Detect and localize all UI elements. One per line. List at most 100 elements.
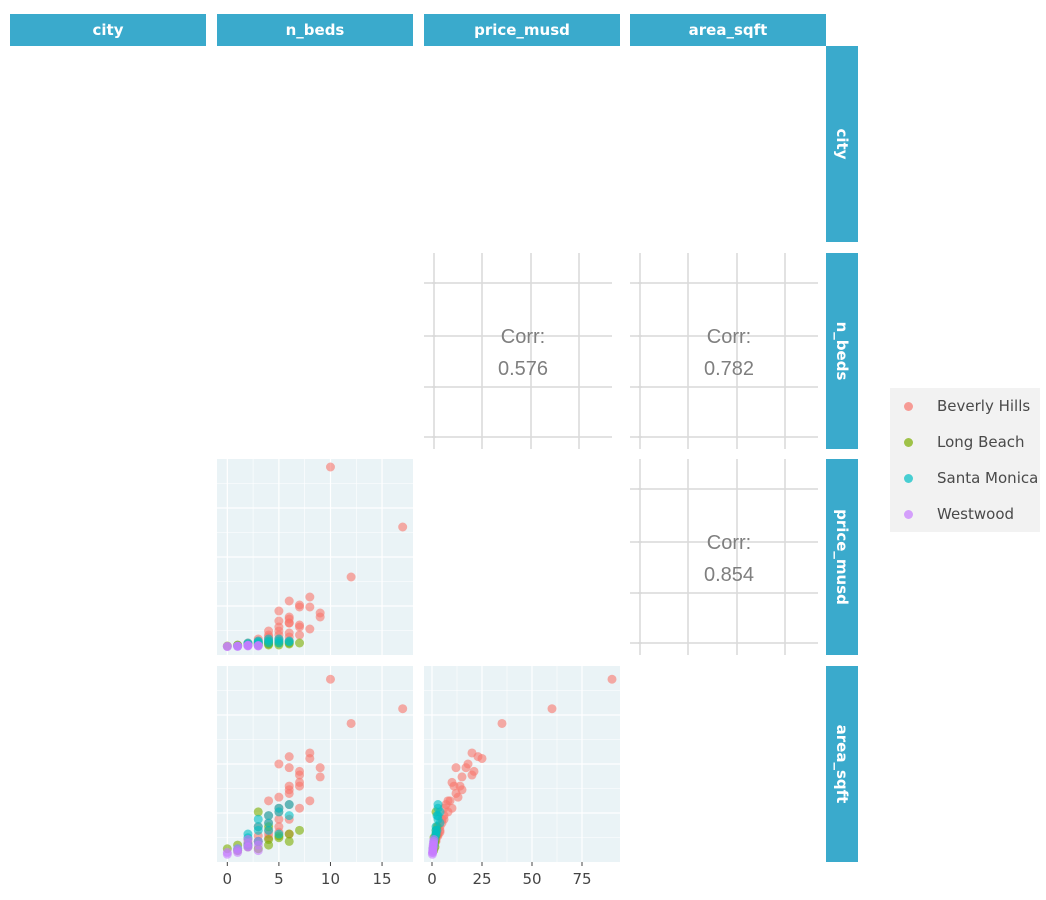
data-point bbox=[429, 836, 439, 846]
data-point bbox=[295, 630, 305, 640]
data-point bbox=[467, 770, 477, 780]
data-point bbox=[284, 763, 294, 773]
data-point bbox=[253, 846, 263, 856]
data-point bbox=[427, 849, 437, 859]
data-point bbox=[295, 770, 305, 780]
data-point bbox=[473, 752, 483, 762]
data-point bbox=[295, 825, 305, 835]
column-strip-price-musd: price_musd bbox=[424, 14, 620, 46]
data-point bbox=[284, 596, 294, 606]
data-point bbox=[295, 638, 305, 648]
data-point bbox=[325, 462, 335, 472]
data-point bbox=[233, 641, 243, 651]
row-strip-area-sqft: area_sqft bbox=[826, 666, 858, 862]
column-strip-label: city bbox=[92, 21, 124, 39]
data-point bbox=[264, 634, 274, 644]
data-point bbox=[243, 842, 253, 852]
legend-key bbox=[904, 437, 913, 447]
x-axis-tick-label: 0 bbox=[427, 870, 437, 888]
x-axis-tick-label: 0 bbox=[223, 870, 233, 888]
legend-label: Long Beach bbox=[937, 433, 1025, 451]
data-point bbox=[233, 847, 243, 857]
x-axis-tick-label: 5 bbox=[274, 870, 284, 888]
data-point bbox=[274, 822, 284, 832]
data-point bbox=[346, 572, 356, 582]
data-point bbox=[305, 753, 315, 763]
data-point bbox=[274, 638, 284, 648]
x-axis-tick-label: 15 bbox=[373, 870, 392, 888]
data-point bbox=[274, 606, 284, 616]
data-point bbox=[264, 818, 274, 828]
data-point bbox=[243, 641, 253, 651]
x-axis-tick-label: 10 bbox=[321, 870, 340, 888]
data-point bbox=[325, 674, 335, 684]
column-strip-n-beds: n_beds bbox=[217, 14, 413, 46]
data-point bbox=[305, 592, 315, 602]
data-point bbox=[284, 752, 294, 762]
data-point bbox=[433, 800, 443, 810]
corr-label: Corr: bbox=[707, 532, 751, 554]
data-point bbox=[315, 772, 325, 782]
data-point bbox=[284, 829, 294, 839]
data-point bbox=[274, 814, 284, 824]
data-point bbox=[253, 814, 263, 824]
data-point bbox=[315, 763, 325, 773]
legend-key bbox=[904, 509, 913, 519]
data-point bbox=[284, 637, 294, 647]
legend-item-westwood: Westwood bbox=[890, 496, 1040, 532]
column-strip-city: city bbox=[10, 14, 206, 46]
data-point bbox=[295, 781, 305, 791]
corr-value: 0.854 bbox=[704, 564, 754, 586]
column-strip-label: area_sqft bbox=[688, 21, 768, 39]
data-point bbox=[451, 763, 461, 773]
data-point bbox=[607, 674, 617, 684]
data-point bbox=[295, 803, 305, 813]
legend-label: Westwood bbox=[937, 505, 1015, 523]
legend-label: Beverly Hills bbox=[937, 397, 1031, 415]
column-strip-label: n_beds bbox=[285, 21, 345, 39]
data-point bbox=[346, 718, 356, 728]
data-point bbox=[284, 800, 294, 810]
data-point bbox=[222, 849, 232, 859]
corr-value: 0.782 bbox=[704, 358, 754, 380]
x-axis-tick-label: 75 bbox=[572, 870, 591, 888]
data-point bbox=[295, 602, 305, 612]
data-point bbox=[274, 759, 284, 769]
data-point bbox=[243, 835, 253, 845]
data-point bbox=[274, 803, 284, 813]
corr-label: Corr: bbox=[707, 326, 751, 348]
data-point bbox=[264, 796, 274, 806]
row-strip-city: city bbox=[826, 46, 858, 242]
legend-key bbox=[904, 401, 913, 411]
data-point bbox=[264, 840, 274, 850]
data-point bbox=[253, 836, 263, 846]
data-point bbox=[222, 642, 232, 652]
legend-item-santa-monica: Santa Monica bbox=[890, 460, 1040, 496]
column-strip-area-sqft: area_sqft bbox=[630, 14, 826, 46]
data-point bbox=[449, 781, 459, 791]
row-strip-n-beds: n_beds bbox=[826, 253, 858, 449]
data-point bbox=[305, 602, 315, 612]
legend: Beverly Hills Long Beach Santa Monica We… bbox=[890, 388, 1040, 532]
corr-value: 0.576 bbox=[498, 358, 548, 380]
column-strip-label: price_musd bbox=[474, 21, 570, 39]
corr-label: Corr: bbox=[501, 326, 545, 348]
legend-label: Santa Monica bbox=[937, 469, 1039, 487]
data-point bbox=[274, 792, 284, 802]
data-point bbox=[295, 620, 305, 630]
data-point bbox=[453, 792, 463, 802]
data-point bbox=[264, 811, 274, 821]
data-point bbox=[305, 796, 315, 806]
data-point bbox=[274, 829, 284, 839]
data-point bbox=[461, 763, 471, 773]
data-point bbox=[253, 825, 263, 835]
legend-item-beverly-hills: Beverly Hills bbox=[890, 388, 1040, 424]
data-point bbox=[398, 704, 408, 714]
data-point bbox=[457, 772, 467, 782]
data-point bbox=[497, 718, 507, 728]
data-point bbox=[253, 807, 263, 817]
x-axis-tick-label: 50 bbox=[522, 870, 541, 888]
legend-item-long-beach: Long Beach bbox=[890, 424, 1040, 460]
data-point bbox=[435, 818, 445, 828]
x-axis-tick-label: 25 bbox=[472, 870, 491, 888]
